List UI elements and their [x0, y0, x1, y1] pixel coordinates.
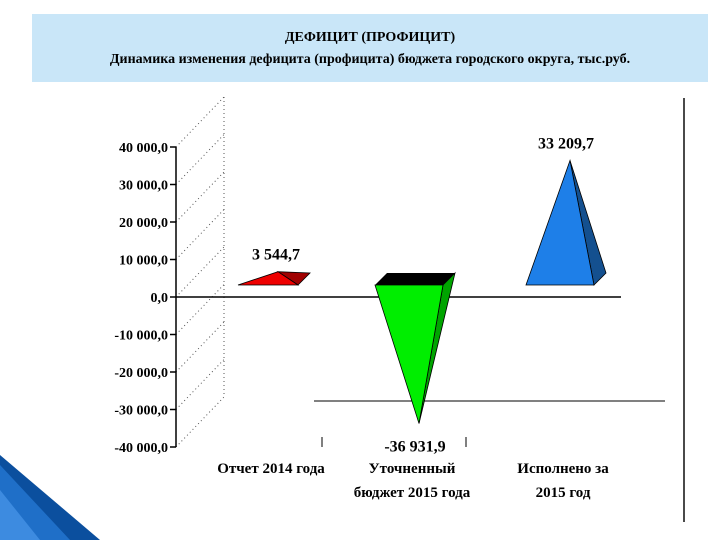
bar — [374, 284, 444, 424]
y-tick-label: -20 000,0 — [114, 366, 168, 381]
y-tick-label: -30 000,0 — [114, 404, 168, 419]
deficit-chart: 40 000,0 30 000,0 20 000,0 10 000,0 0,0 -10 0… — [114, 96, 665, 501]
depth-gridline — [175, 246, 225, 298]
y-tick-label: -40 000,0 — [114, 441, 168, 456]
x-tick-label: Отчет 2014 года — [217, 461, 325, 477]
x-tick-label: Исполнено за — [517, 461, 609, 477]
frame-right-line — [683, 98, 685, 522]
depth-gridline — [175, 134, 225, 185]
y-tick-label: 30 000,0 — [119, 179, 168, 194]
depth-gridline — [175, 359, 225, 410]
y-tick-label: 10 000,0 — [119, 254, 168, 269]
depth-gridline — [175, 96, 225, 148]
y-tick-label: -10 000,0 — [114, 329, 168, 344]
x-tick-label: 2015 год — [536, 485, 591, 501]
y-tick-label: 20 000,0 — [119, 216, 168, 231]
x-tick-label: бюджет 2015 года — [354, 485, 471, 501]
y-tick-label: 0,0 — [151, 291, 169, 306]
bar — [237, 271, 300, 286]
depth-gridline — [175, 396, 225, 448]
depth-gridline — [175, 171, 225, 223]
data-label: -36 931,9 — [384, 438, 445, 455]
chart-subtitle: Динамика изменения дефицита (профицита) … — [109, 52, 631, 67]
data-label: 33 209,7 — [538, 135, 594, 152]
bar — [525, 158, 595, 286]
data-label: 3 544,7 — [252, 247, 300, 264]
depth-gridline — [175, 321, 225, 373]
y-tick-label: 40 000,0 — [119, 141, 168, 156]
x-tick-label: Уточненный — [369, 461, 456, 477]
bar-top-cap — [375, 273, 455, 285]
chart-title: ДЕФИЦИТ (ПРОФИЦИТ) — [284, 30, 456, 45]
depth-gridline — [175, 209, 225, 260]
depth-gridline — [175, 284, 225, 335]
chart-header: ДЕФИЦИТ (ПРОФИЦИТ) Динамика изменения де… — [32, 14, 708, 82]
